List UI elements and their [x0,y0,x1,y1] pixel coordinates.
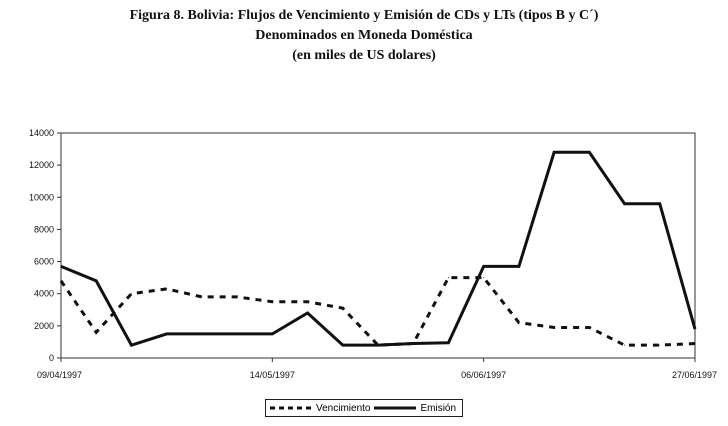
data-point [130,344,132,346]
data-point [518,265,520,267]
data-point [553,326,555,328]
y-tick-label: 0 [49,353,54,363]
data-point [60,265,62,267]
data-point [483,277,485,279]
data-point [60,280,62,282]
data-point [95,331,97,333]
data-point [342,344,344,346]
data-point [659,344,661,346]
y-tick-label: 4000 [34,289,54,299]
data-point [377,344,379,346]
data-point [271,333,273,335]
series-line-vencimiento [59,276,696,347]
y-tick-label: 12000 [29,160,54,170]
data-point [694,343,696,345]
data-point [95,280,97,282]
x-tick-label: 27/06/1997 [672,370,717,380]
data-point [553,151,555,153]
data-point [447,277,449,279]
data-point [307,301,309,303]
chart-subtitle-units: (en miles de US dolares) [292,48,436,63]
data-point [624,344,626,346]
data-point [166,288,168,290]
legend-solid-swatch [374,406,417,410]
chart-title: Figura 8. Bolivia: Flujos de Vencimiento… [129,8,599,23]
data-point [412,343,414,345]
data-point [236,296,238,298]
data-point [588,326,590,328]
chart-subtitle: Denominados en Moneda Doméstica [255,28,473,43]
data-point [694,328,696,330]
data-point [130,293,132,295]
x-tick-label: 14/05/1997 [250,370,295,380]
y-tick-label: 8000 [34,224,54,234]
data-point [201,333,203,335]
plot-area [60,132,696,359]
data-point [447,342,449,344]
x-tick-label: 06/06/1997 [461,370,506,380]
series-line-emision [60,150,697,347]
data-point [483,265,485,267]
legend-label-emision: Emisión [420,402,457,414]
legend-label-vencimiento: Vencimiento [316,402,371,414]
y-tick-label: 14000 [29,128,54,138]
y-tick-label: 10000 [29,192,54,202]
legend: Vencimiento Emisión [265,399,463,417]
data-point [271,301,273,303]
y-tick-label: 2000 [34,321,54,331]
data-point [624,203,626,205]
data-point [342,307,344,309]
data-point [166,333,168,335]
legend-dashed-swatch [270,406,312,410]
data-point [236,333,238,335]
data-point [588,151,590,153]
data-point [201,296,203,298]
data-point [659,203,661,205]
x-tick-label: 09/04/1997 [37,370,82,380]
y-tick-label: 6000 [34,257,54,267]
data-point [307,312,309,314]
data-point [518,322,520,324]
